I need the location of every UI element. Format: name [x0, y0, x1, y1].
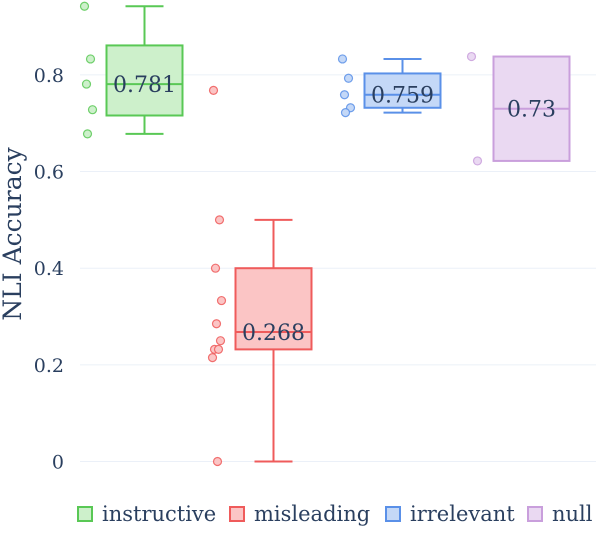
- legend-label: null: [552, 502, 593, 526]
- box-irrelevant: 0.759: [337, 54, 442, 118]
- legend-swatch: [385, 506, 401, 522]
- data-point: [213, 344, 224, 354]
- y-tick-label: 0.6: [34, 162, 64, 184]
- box-iqr: [363, 72, 442, 109]
- data-point: [210, 263, 221, 273]
- y-axis-ticks: 0 0.2 0.4 0.6 0.8: [34, 65, 64, 474]
- data-point: [82, 129, 93, 139]
- data-point: [208, 85, 219, 95]
- data-point: [81, 79, 92, 89]
- box-iqr: [105, 44, 184, 117]
- legend-swatch: [77, 506, 93, 522]
- y-axis-label: NLI Accuracy: [0, 146, 27, 320]
- legend-label: misleading: [254, 502, 370, 526]
- box-null: 0.73: [466, 51, 571, 166]
- legend-item-misleading: misleading: [229, 502, 370, 526]
- legend-item-instructive: instructive: [77, 502, 216, 526]
- data-point: [85, 54, 96, 64]
- legend-item-null: null: [527, 502, 593, 526]
- legend-label: irrelevant: [410, 502, 515, 526]
- data-point: [79, 1, 90, 11]
- median-label: 0.73: [507, 98, 556, 123]
- data-point: [340, 107, 351, 118]
- boxes: 0.781 0.268 0.759 0.73: [79, 1, 571, 467]
- data-point: [212, 456, 223, 467]
- data-point: [472, 156, 483, 166]
- legend-label: instructive: [102, 502, 216, 526]
- data-point: [343, 73, 354, 83]
- data-point: [211, 319, 222, 329]
- legend-swatch: [229, 506, 245, 522]
- legend-swatch: [527, 506, 543, 522]
- median-label: 0.759: [371, 84, 434, 109]
- box-misleading: 0.268: [207, 85, 313, 467]
- y-tick-label: 0: [52, 452, 64, 474]
- median-label: 0.781: [113, 73, 176, 98]
- y-tick-label: 0.4: [34, 258, 64, 280]
- data-point: [207, 353, 218, 363]
- legend: instructive misleading irrelevant null: [77, 502, 593, 526]
- data-point: [215, 336, 226, 346]
- data-point: [214, 215, 225, 225]
- data-point: [87, 105, 98, 115]
- data-point: [339, 90, 350, 100]
- y-tick-label: 0.2: [34, 355, 64, 377]
- median-label: 0.268: [242, 321, 305, 346]
- y-tick-label: 0.8: [34, 65, 64, 87]
- data-point: [466, 51, 477, 62]
- legend-item-irrelevant: irrelevant: [385, 502, 515, 526]
- box-iqr: [234, 267, 313, 351]
- box-instructive: 0.781: [79, 1, 184, 139]
- data-point: [216, 295, 227, 306]
- data-point: [337, 54, 348, 64]
